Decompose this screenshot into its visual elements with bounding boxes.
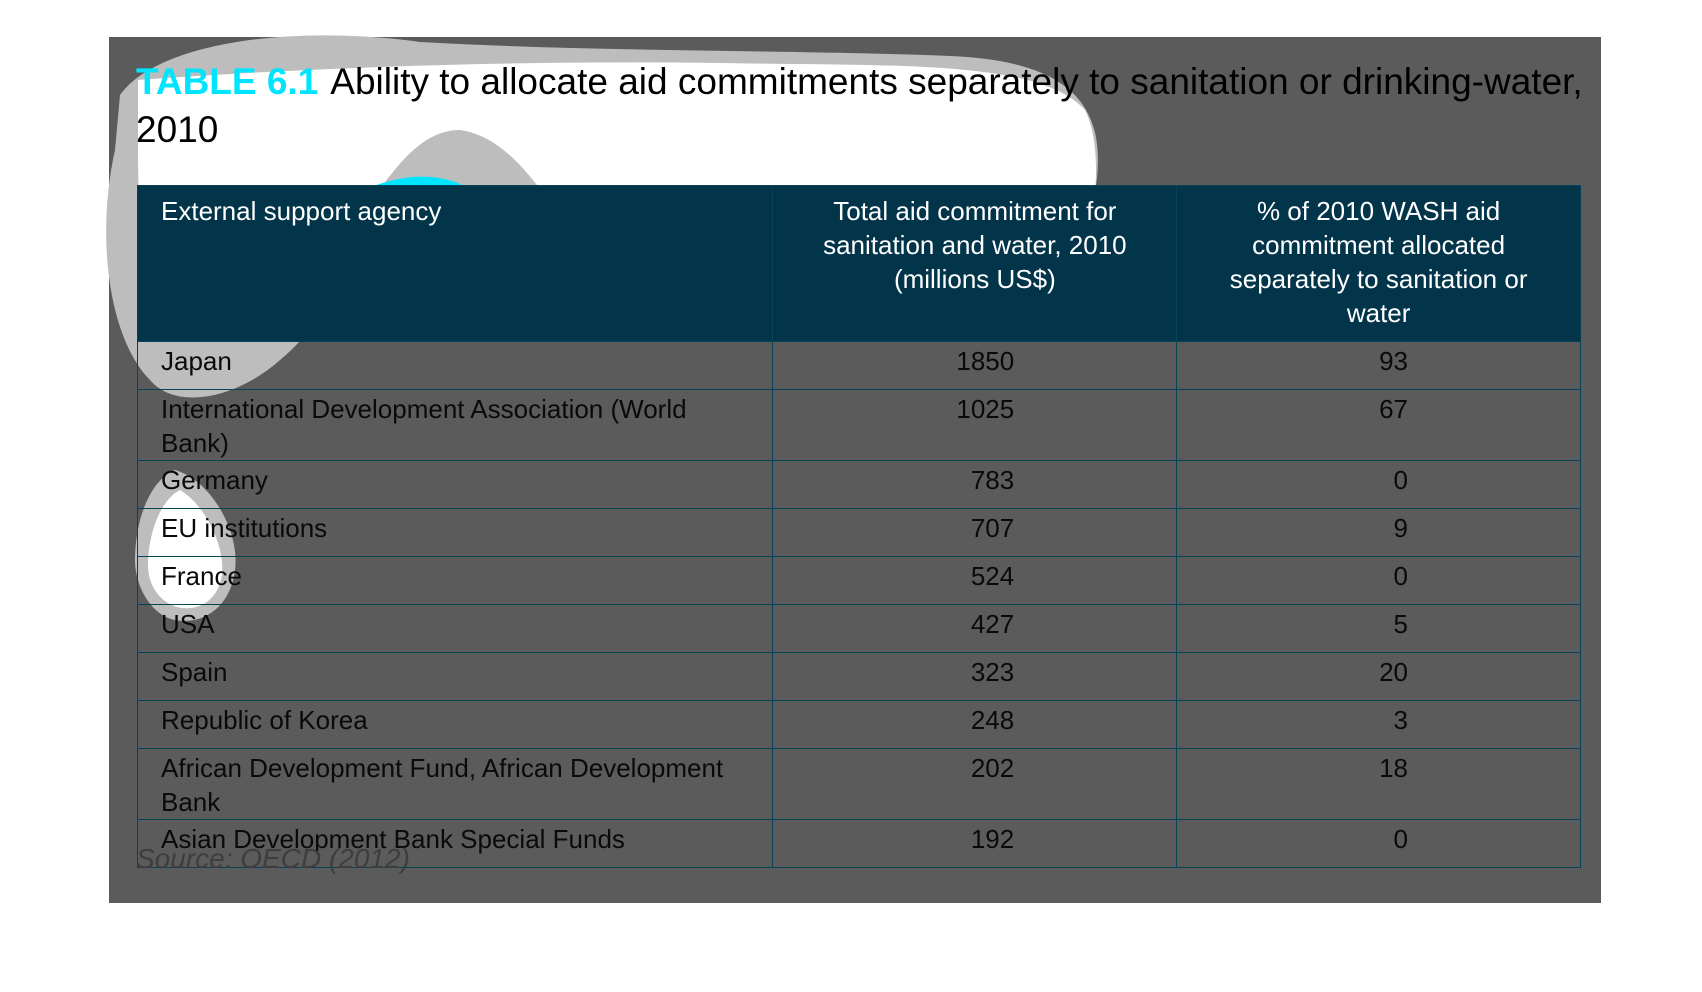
agency-cell: USA [136,604,774,653]
agency-cell: Germany [136,460,774,509]
agency-cell: EU institutions [136,508,774,557]
agency-cell: Japan [136,341,774,390]
source-note: Source: OECD (2012) [136,843,410,874]
table-number: TABLE 6.1 [136,61,319,102]
table-row: EU institutions 707 9 [136,508,1581,557]
percent-cell: 0 [1176,460,1581,509]
percent-cell: 93 [1176,341,1581,390]
total-cell: 1850 [772,341,1178,390]
agency-cell: International Development Association (W… [136,389,774,461]
total-cell: 707 [772,508,1178,557]
percent-cell: 5 [1176,604,1581,653]
percent-cell: 3 [1176,700,1581,749]
table-title: TABLE 6.1 Ability to allocate aid commitm… [136,58,1586,154]
table-row: Japan 1850 93 [136,341,1581,390]
agency-cell: France [136,556,774,605]
column-header-total: Total aid commitment for sanitation and … [772,185,1178,342]
column-header-percent: % of 2010 WASH aid commitment allocated … [1176,185,1581,342]
percent-cell: 67 [1176,389,1581,461]
table-row: Asian Development Bank Special Funds 192… [136,819,1581,868]
total-cell: 524 [772,556,1178,605]
total-cell: 1025 [772,389,1178,461]
table-row: Germany 783 0 [136,460,1581,509]
column-header-agency: External support agency [136,185,774,342]
agency-cell: Asian Development Bank Special Funds [136,819,774,868]
table-row: International Development Association (W… [136,389,1581,461]
total-cell: 202 [772,748,1178,820]
total-cell: 427 [772,604,1178,653]
table-row: USA 427 5 [136,604,1581,653]
table-row: Republic of Korea 248 3 [136,700,1581,749]
table-row: African Development Fund, African Develo… [136,748,1581,820]
agency-cell: Spain [136,652,774,701]
agency-cell: Republic of Korea [136,700,774,749]
total-cell: 248 [772,700,1178,749]
total-cell: 192 [772,819,1178,868]
header-row: External support agency Total aid commit… [136,185,1581,342]
percent-cell: 0 [1176,556,1581,605]
aid-commitments-table: External support agency Total aid commit… [136,185,1581,868]
table-row: Spain 323 20 [136,652,1581,701]
total-cell: 783 [772,460,1178,509]
percent-cell: 9 [1176,508,1581,557]
percent-cell: 0 [1176,819,1581,868]
total-cell: 323 [772,652,1178,701]
percent-cell: 18 [1176,748,1581,820]
table-caption: Ability to allocate aid commitments sepa… [136,61,1583,150]
agency-cell: African Development Fund, African Develo… [136,748,774,820]
percent-cell: 20 [1176,652,1581,701]
table-row: France 524 0 [136,556,1581,605]
